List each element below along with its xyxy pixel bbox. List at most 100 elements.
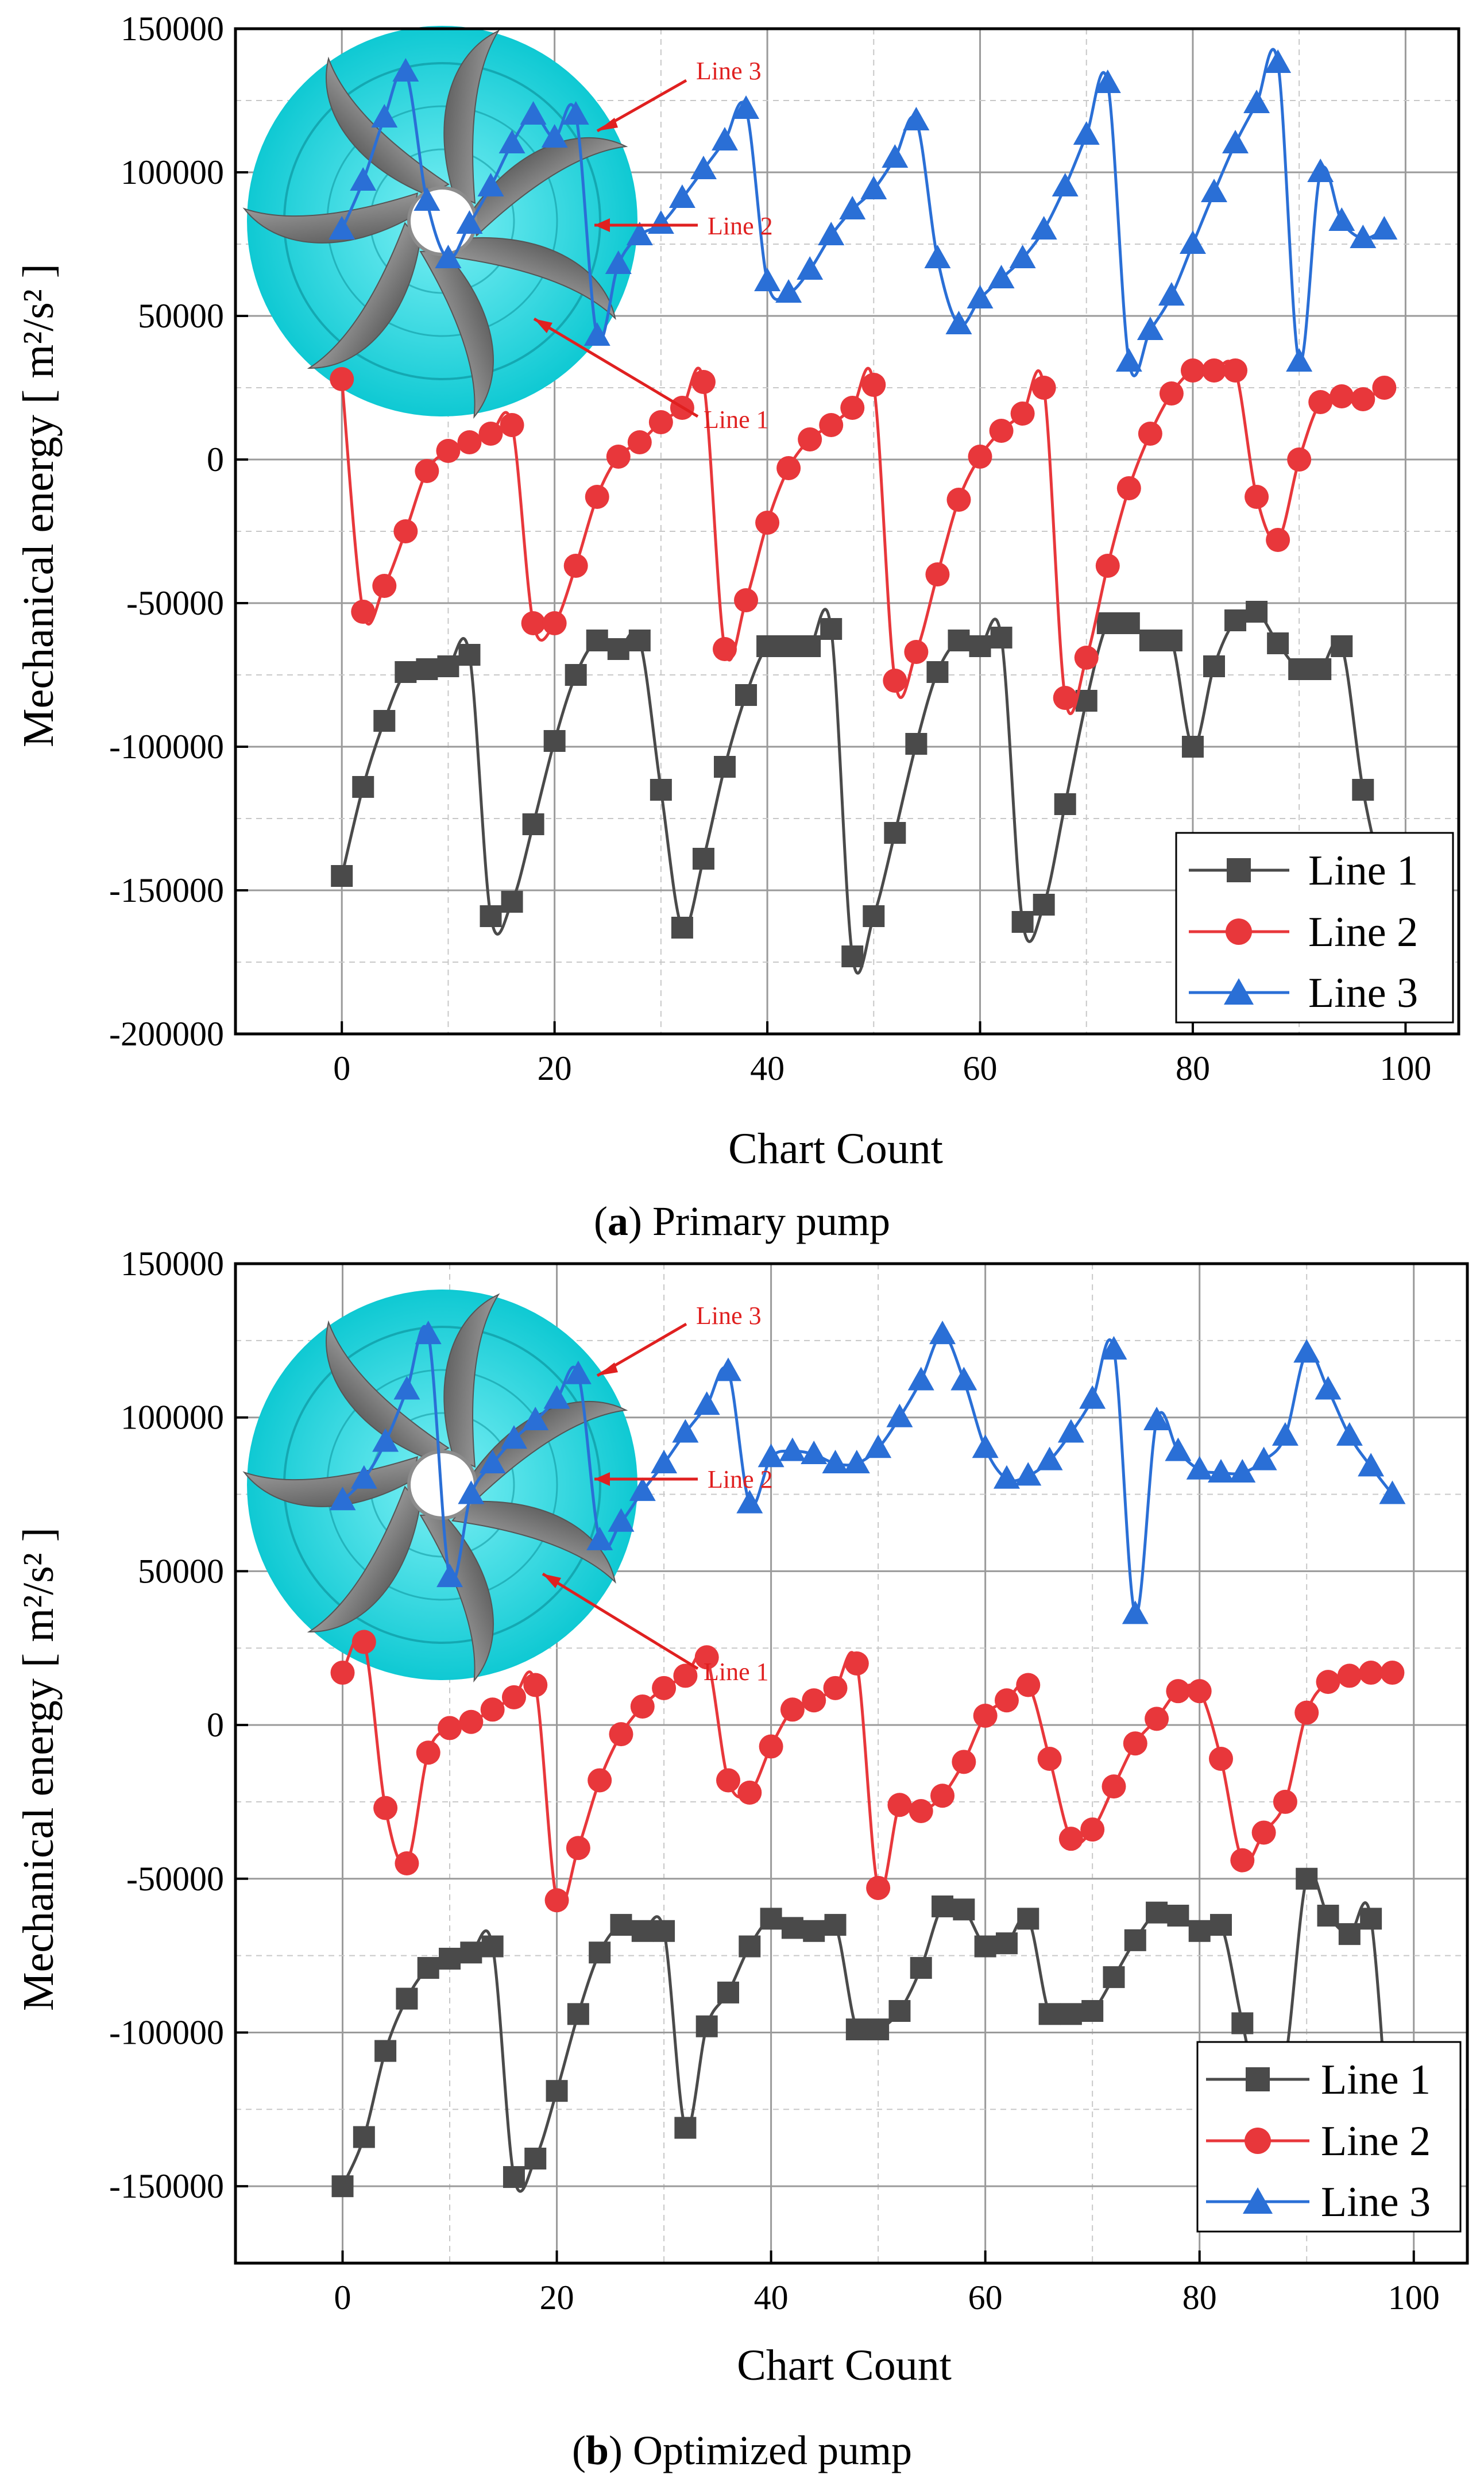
impeller-blade [326,1320,450,1460]
data-point-square [460,1941,482,1964]
data-point-triangle [1293,1339,1320,1363]
data-point-square [756,635,779,657]
data-point-square [671,917,693,939]
data-point-circle [1074,646,1099,670]
chart-a-y-axis-unit: m²/s² [14,289,63,378]
y-tick-label: 150000 [121,1245,224,1283]
data-point-circle [351,600,376,624]
data-point-square [1352,779,1374,801]
data-point-triangle [818,222,845,245]
data-point-square [1210,1914,1232,1936]
impeller-icon [242,1290,637,1683]
data-point-triangle [1094,70,1121,93]
data-point-triangle [754,268,781,291]
data-point-triangle [393,1376,420,1400]
data-point-square [439,1947,461,1970]
data-point-circle [866,1875,891,1900]
data-point-circle [776,456,801,480]
chart-a-frame [234,27,1460,1036]
data-point-square [1246,601,1268,623]
data-point-circle [501,1685,526,1709]
data-point-square [331,2175,354,2198]
data-point-circle [1102,1774,1126,1799]
data-point-square [396,1987,418,2010]
data-point-circle [823,1676,848,1700]
data-point-circle [780,1697,805,1722]
caption-a: (a) Primary pump [594,1198,890,1244]
data-point-circle [1337,1663,1362,1688]
data-point-square [781,1917,803,1939]
data-point-triangle [672,1419,699,1443]
data-point-square [1181,736,1204,758]
data-point-triangle [1358,1453,1385,1477]
y-tick-label: -150000 [109,2167,224,2205]
data-point-square [437,655,459,677]
data-point-circle [416,1740,440,1765]
x-tick-label: 80 [1182,2279,1217,2317]
data-point-circle [844,1651,869,1676]
caption-a-letter: a [608,1198,628,1244]
data-point-circle [1380,1661,1405,1685]
data-point-triangle [458,1480,485,1504]
chart-b-series [329,1321,1406,2207]
data-point-circle [351,1630,376,1654]
data-point-triangle [1009,245,1036,268]
impeller-blade [470,137,628,237]
data-point-circle [802,1688,826,1713]
data-point-triangle [415,1321,442,1345]
chart-b-y-axis-suffix: ] [14,1527,63,1542]
data-point-square [416,658,438,680]
data-point-triangle [500,1425,527,1449]
data-point-triangle [1122,1600,1149,1624]
data-point-triangle [1057,1419,1084,1443]
chart-a-y-axis-label: Mechanical energy [ m²/s² ] [14,264,63,747]
chart-panel-a: Line 3 Line 2 Line 1 150000 100000 50000 0 -… [14,10,1460,1244]
data-point-square [1011,911,1034,933]
y-tick-label: 150000 [121,10,224,48]
data-point-square [674,2117,697,2139]
data-point-triangle [413,187,440,211]
data-point-circle [1223,358,1248,383]
y-tick-label: 50000 [138,1552,224,1590]
impeller-blade [326,56,450,196]
data-point-square [1060,2003,1082,2025]
chart-a-y-axis-prefix: Mechanical energy [ [14,389,63,747]
data-point-square [803,1920,825,1942]
data-point-circle [1116,476,1141,500]
data-point-triangle [1201,179,1227,202]
data-point-circle [819,413,844,437]
chart-a-y-axis-suffix: ] [14,264,63,278]
data-point-circle [883,669,907,693]
data-point-triangle [562,101,589,125]
data-point-triangle [329,1487,356,1511]
data-point-triangle [435,245,462,268]
impeller-blade [443,1293,500,1468]
data-point-triangle [839,196,866,219]
impeller-blade [451,237,616,321]
caption-b-letter: b [586,2427,609,2473]
data-point-triangle [779,1437,806,1461]
data-point-triangle [1073,121,1100,145]
data-point-circle [500,413,524,437]
data-point-circle [1209,1746,1233,1771]
data-point-square [1081,1999,1104,2022]
data-point-triangle [1165,1437,1192,1461]
y-tick-label: -150000 [109,871,224,909]
data-point-circle [930,1784,955,1808]
data-point-square [417,1957,439,1979]
impeller-blade [451,1500,616,1584]
data-point-triangle [693,1391,720,1415]
caption-b-text: Optimized pump [633,2427,912,2473]
data-point-circle [1166,1679,1191,1704]
data-point-square [926,661,949,683]
data-point-square [948,630,970,651]
data-point-circle [330,1661,355,1685]
data-point-triangle [972,1434,999,1458]
data-point-square [1360,1908,1382,1930]
x-tick-label: 20 [540,2279,574,2317]
data-point-square [1309,658,1332,680]
y-tick-label: 0 [207,441,224,478]
chart-a-inset [242,26,637,419]
caption-b: (b) Optimized pump [572,2427,912,2473]
chart-a-legend: Line 1 Line 2 Line 3 [1175,832,1454,1024]
